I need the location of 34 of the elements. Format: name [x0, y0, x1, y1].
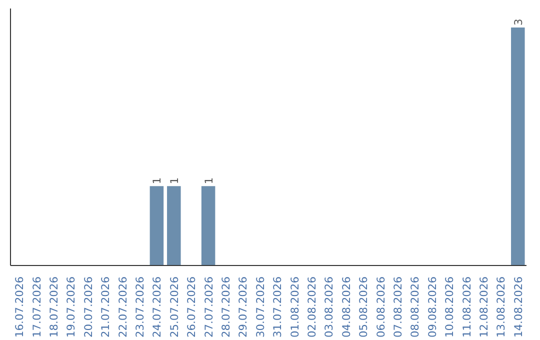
x-tick-label: 06.08.2026 — [374, 276, 388, 338]
x-tick-label: 09.08.2026 — [426, 276, 439, 338]
x-tick-label: 02.08.2026 — [306, 276, 318, 338]
data-label: 1 — [150, 177, 164, 184]
x-tick-label: 21.07.2026 — [99, 276, 112, 338]
data-label: 1 — [168, 177, 181, 184]
x-tick-label: 20.07.2026 — [82, 276, 95, 338]
x-tick-label: 12.08.2026 — [478, 276, 490, 338]
x-tick-label: 28.07.2026 — [220, 276, 232, 338]
x-tick-label: 01.08.2026 — [288, 276, 302, 338]
x-tick-label: 03.08.2026 — [322, 276, 336, 338]
x-tick-label: 27.07.2026 — [202, 276, 216, 338]
x-tick-label: 17.07.2026 — [30, 276, 44, 338]
x-tick-label: 19.07.2026 — [64, 276, 78, 338]
data-label: 3 — [512, 18, 525, 26]
x-tick-label: 04.08.2026 — [340, 276, 353, 338]
x-tick-label: 16.07.2026 — [13, 276, 26, 338]
x-tick-label: 14.08.2026 — [512, 276, 525, 338]
x-tick-label: 11.08.2026 — [460, 276, 474, 338]
x-tick-label: 07.08.2026 — [392, 276, 404, 338]
x-tick-label: 24.07.2026 — [150, 276, 164, 338]
x-tick-label: 08.08.2026 — [408, 276, 422, 338]
x-tick-label: 25.07.2026 — [168, 276, 181, 338]
x-tick-label: 13.08.2026 — [494, 276, 508, 338]
x-tick-label: 22.07.2026 — [116, 276, 130, 338]
x-tick-label: 30.07.2026 — [254, 276, 267, 338]
x-tick-label: 23.07.2026 — [134, 276, 146, 338]
x-tick-label: 29.07.2026 — [236, 276, 250, 338]
data-label: 1 — [202, 177, 216, 184]
x-tick-label: 26.07.2026 — [185, 276, 198, 338]
x-tick-label: 31.07.2026 — [271, 276, 284, 338]
x-tick-label: 18.07.2026 — [48, 276, 60, 338]
x-tick-label: 05.08.2026 — [357, 276, 370, 338]
x-tick-label: 10.08.2026 — [443, 276, 456, 338]
